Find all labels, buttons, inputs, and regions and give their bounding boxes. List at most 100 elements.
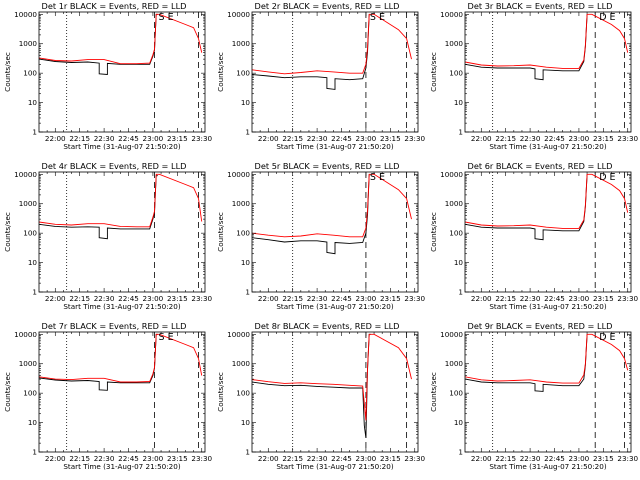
x-tick-label: 23:00 [143, 134, 164, 143]
x-tick-label: 22:30 [307, 294, 328, 303]
detector-panel-3: Det 3r BLACK = Events, RED = LLD D E 1 10 10… [426, 0, 639, 160]
plot-frame [251, 331, 419, 453]
x-tick-label: 23:15 [167, 134, 188, 143]
plot-frame [251, 171, 419, 293]
y-axis-label: Counts/sec [429, 212, 438, 252]
detector-panel-9: Det 9r BLACK = Events, RED = LLD D E 1 10 10… [426, 320, 639, 480]
y-tick-label: 10 [28, 258, 38, 267]
detector-panel-7: Det 7r BLACK = Events, RED = LLD S E 1 10 10… [0, 320, 213, 480]
y-tick-label: 10000 [440, 10, 463, 19]
plot-frame [251, 11, 419, 133]
chart-title: Det 1r BLACK = Events, RED = LLD [42, 1, 187, 11]
series-lld-line [465, 333, 629, 384]
series-events-line [465, 14, 588, 81]
y-tick-label: 10 [241, 418, 251, 427]
y-tick-label: 10 [241, 98, 251, 107]
x-tick-label: 22:15 [282, 454, 303, 463]
y-axis-label: Counts/sec [216, 52, 225, 92]
y-tick-label: 1 [245, 448, 250, 457]
chart-title: Det 3r BLACK = Events, RED = LLD [468, 1, 613, 11]
y-tick-label: 10000 [227, 10, 250, 19]
y-tick-label: 1000 [232, 359, 251, 368]
x-tick-label: 23:15 [593, 454, 614, 463]
marker-label: S E [370, 12, 385, 23]
x-tick-label: 22:30 [94, 134, 115, 143]
x-tick-label: 23:00 [356, 134, 377, 143]
y-tick-label: 10000 [227, 330, 250, 339]
series-events-line [252, 14, 370, 90]
x-tick-label: 22:15 [282, 294, 303, 303]
x-tick-label: 22:45 [118, 134, 139, 143]
x-tick-label: 23:00 [569, 134, 590, 143]
x-axis-label: Start Time (31-Aug-07 21:50:20) [489, 462, 606, 471]
y-tick-label: 100 [23, 69, 37, 78]
series-events-line [39, 13, 158, 75]
y-axis-label: Counts/sec [429, 372, 438, 412]
y-tick-label: 100 [449, 229, 463, 238]
detector-panel-6: Det 6r BLACK = Events, RED = LLD D E 1 10 10… [426, 160, 639, 320]
detector-panel-8: Det 8r BLACK = Events, RED = LLD 1 10 100 10… [213, 320, 426, 480]
y-tick-label: 100 [23, 389, 37, 398]
y-tick-label: 1000 [445, 199, 464, 208]
x-tick-label: 23:00 [356, 454, 377, 463]
x-tick-label: 22:45 [544, 134, 565, 143]
plot-frame [464, 11, 632, 133]
y-axis-label: Counts/sec [3, 212, 12, 252]
plot-frame [38, 171, 206, 293]
marker-label: S E [370, 172, 385, 183]
x-tick-label: 23:15 [380, 454, 401, 463]
x-tick-label: 22:30 [94, 454, 115, 463]
y-tick-label: 1000 [445, 39, 464, 48]
y-tick-label: 1 [32, 128, 37, 137]
y-tick-label: 10 [28, 418, 38, 427]
y-tick-label: 1000 [19, 39, 38, 48]
x-tick-label: 22:00 [45, 294, 66, 303]
x-tick-label: 22:45 [544, 294, 565, 303]
x-tick-label: 22:45 [331, 134, 352, 143]
y-axis-label: Counts/sec [3, 372, 12, 412]
y-tick-label: 10 [241, 258, 251, 267]
y-tick-label: 1 [245, 128, 250, 137]
plot-frame [38, 331, 206, 453]
y-tick-label: 10000 [14, 10, 37, 19]
x-tick-label: 22:15 [69, 294, 90, 303]
plot-frame [464, 331, 632, 453]
y-tick-label: 1000 [19, 359, 38, 368]
series-lld-line [39, 173, 203, 228]
plot-frame [464, 171, 632, 293]
x-axis-label: Start Time (31-Aug-07 21:50:20) [63, 142, 180, 151]
y-tick-label: 1 [32, 448, 37, 457]
x-tick-label: 23:00 [569, 454, 590, 463]
series-lld-line [465, 173, 629, 229]
y-tick-label: 10000 [14, 330, 37, 339]
x-axis-label: Start Time (31-Aug-07 21:50:20) [276, 462, 393, 471]
y-tick-label: 10000 [14, 170, 37, 179]
y-tick-label: 1 [458, 448, 463, 457]
detector-panel-2: Det 2r BLACK = Events, RED = LLD S E 1 10 10… [213, 0, 426, 160]
y-tick-label: 100 [449, 69, 463, 78]
series-events-line [252, 333, 371, 439]
x-axis-label: Start Time (31-Aug-07 21:50:20) [489, 142, 606, 151]
x-tick-label: 23:15 [167, 454, 188, 463]
x-tick-label: 23:30 [617, 134, 638, 143]
x-tick-label: 22:00 [258, 134, 279, 143]
y-tick-label: 1 [32, 288, 37, 297]
series-events-line [465, 174, 588, 241]
plot-frame [38, 11, 206, 133]
x-tick-label: 23:30 [191, 134, 212, 143]
x-tick-label: 22:15 [495, 294, 516, 303]
series-lld-line [39, 13, 203, 65]
x-tick-label: 22:45 [331, 454, 352, 463]
x-axis-label: Start Time (31-Aug-07 21:50:20) [276, 302, 393, 311]
detector-panel-5: Det 5r BLACK = Events, RED = LLD S E 1 10 10… [213, 160, 426, 320]
series-lld-line [39, 333, 203, 383]
marker-label: D E [599, 332, 615, 343]
marker-label: D E [599, 12, 615, 23]
x-tick-label: 22:45 [544, 454, 565, 463]
x-tick-label: 23:30 [617, 454, 638, 463]
series-lld-line [252, 13, 412, 75]
